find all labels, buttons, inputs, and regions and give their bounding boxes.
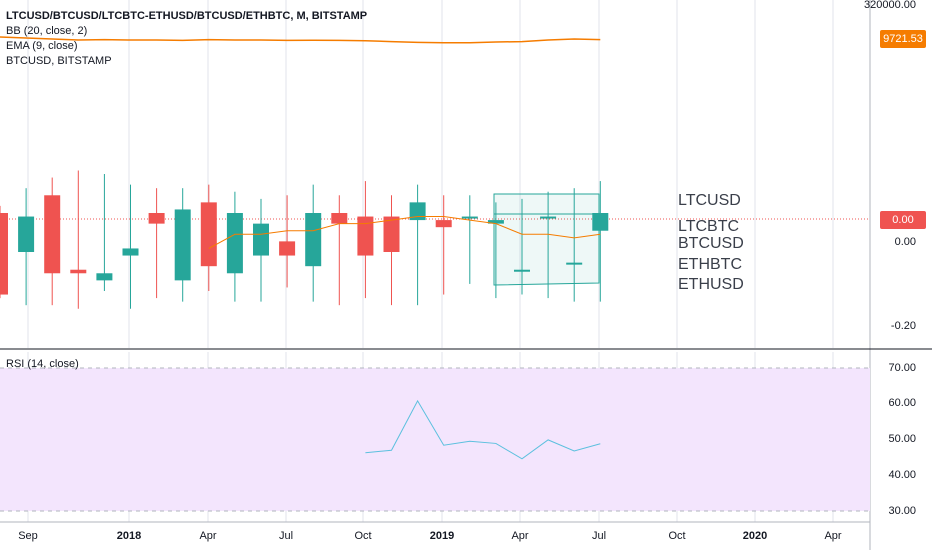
candle-body [70, 269, 87, 274]
time-tick: Jul [591, 530, 607, 542]
candle-body [540, 216, 557, 219]
btc-overlay-label[interactable]: BTCUSD, BITSTAMP [6, 55, 112, 67]
candle-body [279, 241, 296, 256]
candle-body [0, 213, 8, 295]
btc-price-badge: 9721.53 [880, 30, 926, 48]
candle-body [148, 213, 165, 224]
price-axis-top-label: 320000.00 [864, 0, 916, 11]
candle-body [18, 216, 35, 252]
rsi-axis-70: 70.00 [888, 362, 916, 374]
rsi-axis-60: 60.00 [888, 397, 916, 409]
price-axis-label-0: 0.00 [894, 236, 916, 248]
candle-body [96, 273, 113, 281]
rsi-band [0, 368, 870, 511]
candle-body [514, 269, 530, 272]
chart-title[interactable]: LTCUSD/BTCUSD/LTCBTC-ETHUSD/BTCUSD/ETHBT… [6, 10, 368, 22]
ema-indicator-label[interactable]: EMA (9, close) [6, 40, 78, 52]
time-tick-year: 2019 [429, 530, 455, 542]
projection-box [493, 193, 600, 286]
candle-body [200, 202, 217, 267]
time-tick-year: 2020 [742, 530, 768, 542]
symbol-label-ltcbtc: LTCBTC [678, 218, 740, 235]
time-tick: Apr [824, 530, 842, 542]
rsi-line [365, 399, 601, 460]
time-tick: Oct [354, 530, 372, 542]
symbol-label-ltcusd: LTCUSD [678, 192, 741, 209]
time-tick: Apr [199, 530, 217, 542]
candle-body [305, 213, 322, 267]
rsi-axis-30: 30.00 [888, 505, 916, 517]
candle-body [331, 213, 348, 224]
candle-body [122, 248, 139, 256]
rsi-axis-50: 50.00 [888, 433, 916, 445]
rsi-indicator-label[interactable]: RSI (14, close) [6, 358, 79, 370]
candle-body [487, 220, 504, 224]
candle-body [357, 216, 374, 256]
symbol-label-ethusd: ETHUSD [678, 276, 744, 293]
candle-body [435, 220, 452, 228]
price-axis-label-neg: -0.20 [890, 320, 916, 332]
zero-price-badge: 0.00 [880, 211, 926, 229]
time-tick: Sep [18, 530, 38, 542]
rsi-axis-40: 40.00 [888, 469, 916, 481]
candle-body [461, 216, 478, 219]
candle-body [226, 213, 243, 274]
candle-body [383, 216, 400, 252]
candle-body [253, 223, 269, 256]
candle-body [44, 195, 61, 274]
ema-line [208, 216, 601, 249]
candle-body [174, 209, 191, 281]
candle-body [566, 262, 583, 265]
symbol-label-btcusd: BTCUSD [678, 235, 744, 252]
time-tick: Apr [511, 530, 529, 542]
time-tick: Oct [668, 530, 686, 542]
time-tick-year: 2018 [116, 530, 142, 542]
time-tick: Jul [278, 530, 294, 542]
candle-body [592, 213, 609, 231]
candle-body [409, 202, 426, 221]
symbol-label-ethbtc: ETHBTC [678, 256, 742, 273]
bb-indicator-label[interactable]: BB (20, close, 2) [6, 25, 88, 37]
btc-price-line [0, 36, 601, 44]
